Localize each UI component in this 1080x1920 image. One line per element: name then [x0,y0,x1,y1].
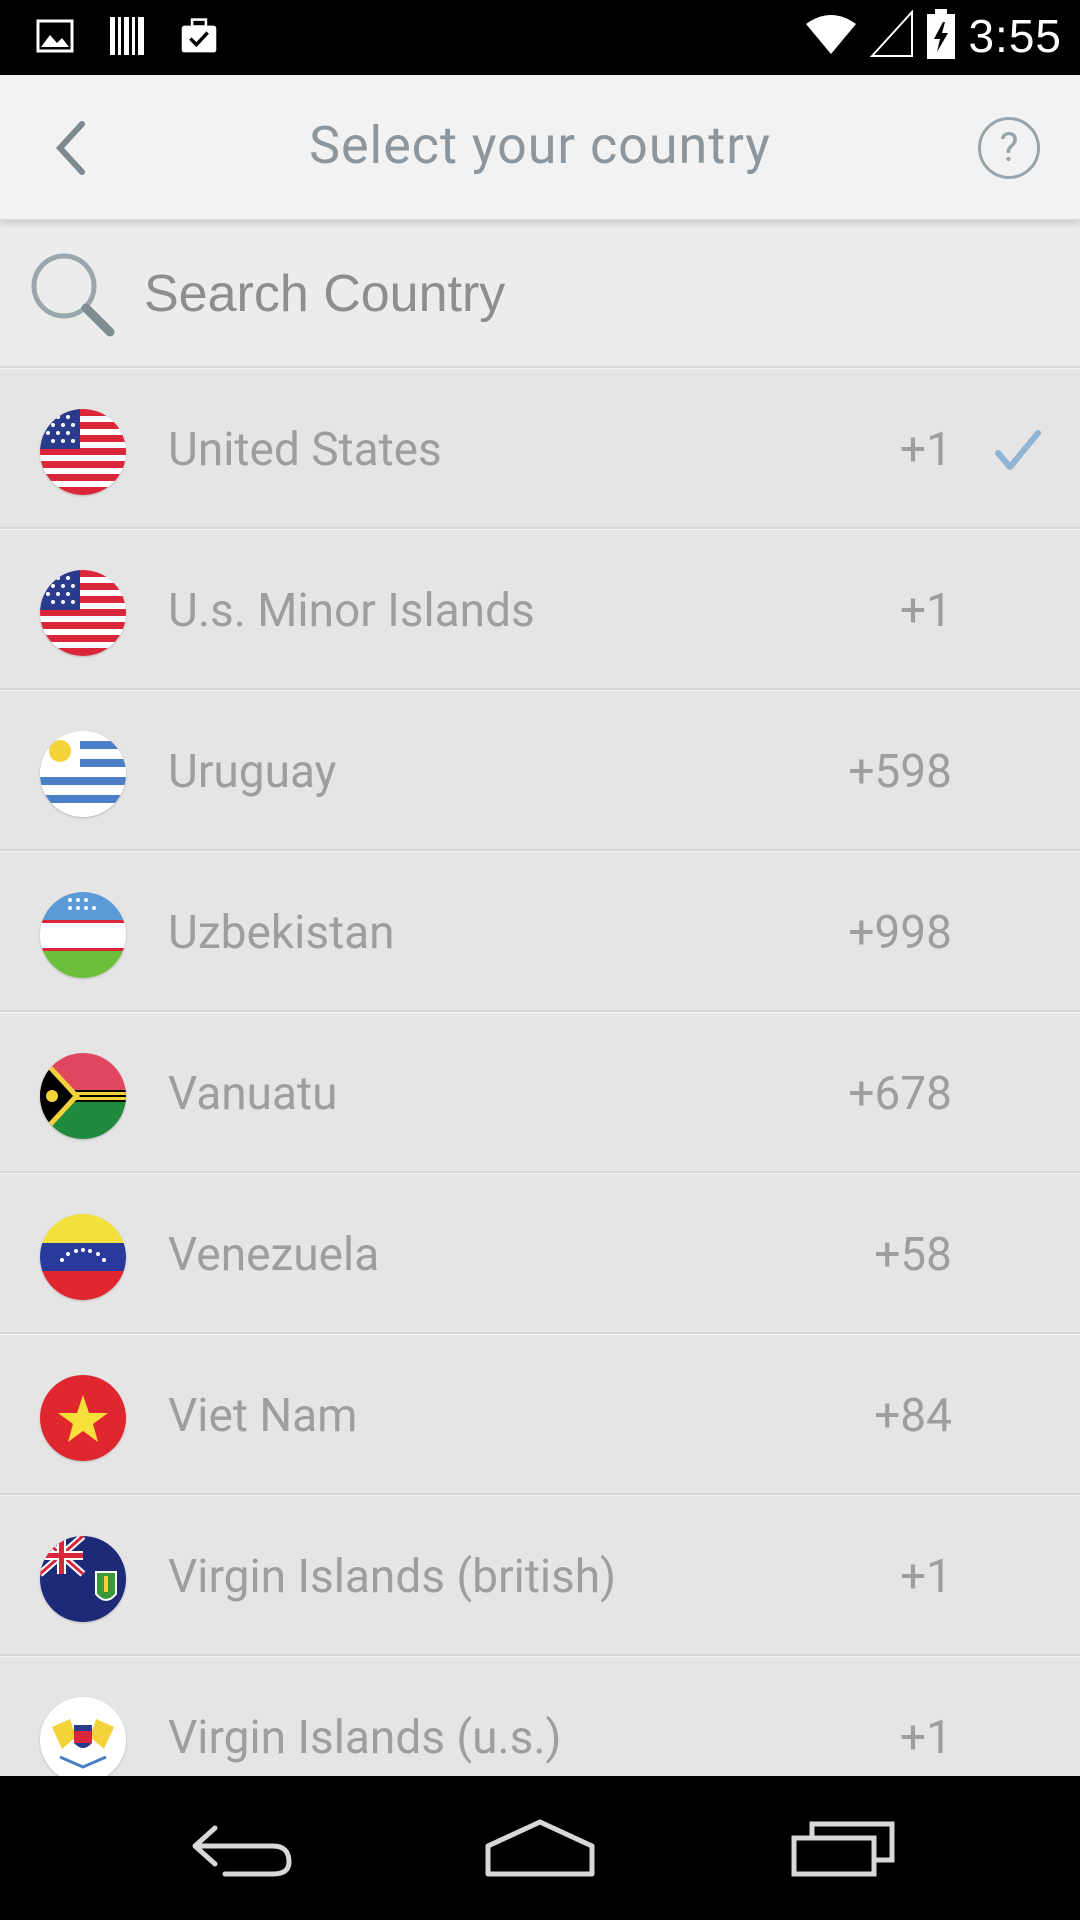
checkmark-icon [995,430,1041,470]
country-name: Uruguay [168,744,337,799]
vietnam-flag-icon [40,1375,126,1461]
status-bar: 3:55 [0,0,1080,75]
country-name: Virgin Islands (british) [168,1549,617,1604]
search-input[interactable] [144,256,1024,332]
uruguay-flag-icon [40,731,126,817]
battery-charging-icon [926,8,956,64]
country-name: Uzbekistan [168,905,395,960]
cell-signal-icon [870,9,914,62]
app-header: Select your country ? [0,75,1080,220]
country-row-us-minor-islands[interactable]: U.s. Minor Islands +1 [0,529,1080,690]
country-row-vanuatu[interactable]: Vanuatu +678 [0,1012,1080,1173]
search-bar [0,220,1080,368]
barcode-icon [108,14,146,58]
help-button[interactable]: ? [978,117,1040,179]
briefcase-check-icon [180,14,218,58]
page-title: Select your country [309,115,771,176]
wifi-icon [804,12,858,60]
country-dial-code: +1 [900,1710,952,1765]
country-row-venezuela[interactable]: Venezuela +58 [0,1173,1080,1334]
country-name: U.s. Minor Islands [168,583,535,638]
country-row-virgin-islands-british[interactable]: Virgin Islands (british) +1 [0,1495,1080,1656]
country-dial-code: +58 [874,1227,952,1282]
country-dial-code: +1 [900,422,952,477]
british-virgin-islands-flag-icon [40,1536,126,1622]
country-row-united-states[interactable]: United States +1 [0,368,1080,529]
country-dial-code: +998 [848,905,952,960]
country-name: Virgin Islands (u.s.) [168,1710,562,1765]
country-dial-code: +1 [900,583,952,638]
vanuatu-flag-icon [40,1053,126,1139]
country-row-virgin-islands-us[interactable]: Virgin Islands (u.s.) +1 [0,1656,1080,1776]
home-nav-icon[interactable] [480,1806,600,1890]
venezuela-flag-icon [40,1214,126,1300]
recents-nav-icon[interactable] [784,1806,904,1890]
country-list: United States +1 U.s. M [0,368,1080,1776]
country-dial-code: +84 [874,1388,952,1443]
country-name: Vanuatu [168,1066,338,1121]
country-dial-code: +678 [848,1066,952,1121]
chevron-left-icon [55,121,85,175]
uzbekistan-flag-icon [40,892,126,978]
us-flag-icon [40,409,126,495]
image-icon [36,14,74,58]
search-icon [31,253,115,337]
back-nav-icon[interactable] [180,1806,300,1890]
country-name: Viet Nam [168,1388,358,1443]
country-name: Venezuela [168,1227,380,1282]
country-dial-code: +598 [848,744,952,799]
country-name: United States [168,422,442,477]
status-time: 3:55 [968,10,1062,62]
us-flag-icon [40,570,126,656]
back-button[interactable] [40,113,100,183]
system-nav-bar [0,1776,1080,1920]
country-row-uzbekistan[interactable]: Uzbekistan +998 [0,851,1080,1012]
country-dial-code: +1 [900,1549,952,1604]
country-row-viet-nam[interactable]: Viet Nam +84 [0,1334,1080,1495]
country-row-uruguay[interactable]: Uruguay +598 [0,690,1080,851]
us-virgin-islands-flag-icon [40,1697,126,1776]
